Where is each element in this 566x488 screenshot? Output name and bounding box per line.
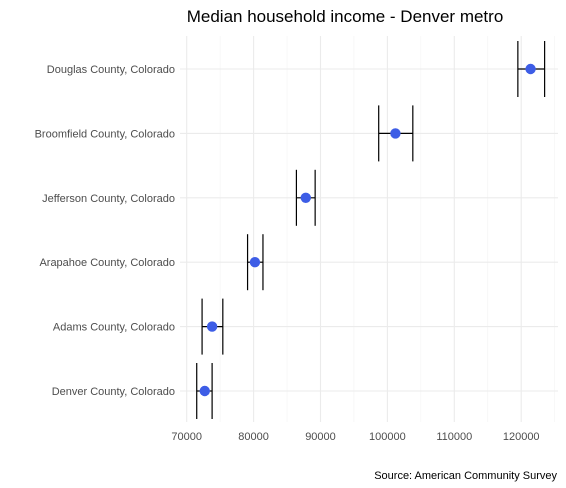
y-category-label: Arapahoe County, Colorado: [39, 257, 175, 269]
y-category-label: Broomfield County, Colorado: [35, 128, 175, 140]
y-category-label: Jefferson County, Colorado: [42, 193, 175, 205]
estimate-with-error-bar: [196, 363, 213, 419]
estimate-with-error-bar: [201, 298, 224, 355]
y-axis-labels: Douglas County, Colorado Broomfield Count…: [35, 64, 175, 398]
x-tick-label: 100000: [369, 431, 406, 443]
chart-title: Median household income - Denver metro: [187, 7, 504, 26]
x-tick-label: 70000: [171, 431, 202, 443]
y-category-label: Denver County, Colorado: [52, 386, 175, 398]
estimate-point: [199, 385, 210, 397]
gridlines: [180, 36, 558, 422]
x-tick-label: 120000: [503, 431, 540, 443]
estimate-point: [249, 257, 261, 268]
estimate-with-error-bar: [295, 169, 316, 226]
estimate-point: [390, 128, 401, 139]
estimate-point: [206, 321, 218, 332]
data-marks: [196, 41, 546, 419]
x-tick-label: 80000: [238, 431, 269, 443]
estimate-with-error-bar: [246, 234, 264, 291]
estimate-with-error-bar: [378, 105, 414, 162]
y-category-label: Adams County, Colorado: [53, 322, 175, 334]
x-tick-label: 90000: [305, 431, 336, 443]
x-axis-tick-labels: 70000 80000 90000 100000 110000 120000: [171, 431, 539, 443]
estimate-with-error-bar: [517, 41, 546, 97]
chart-caption: Source: American Community Survey: [374, 470, 557, 482]
x-tick-label: 110000: [436, 431, 472, 443]
estimate-point: [300, 192, 311, 203]
y-category-label: Douglas County, Colorado: [47, 64, 175, 76]
estimate-point: [525, 63, 536, 75]
